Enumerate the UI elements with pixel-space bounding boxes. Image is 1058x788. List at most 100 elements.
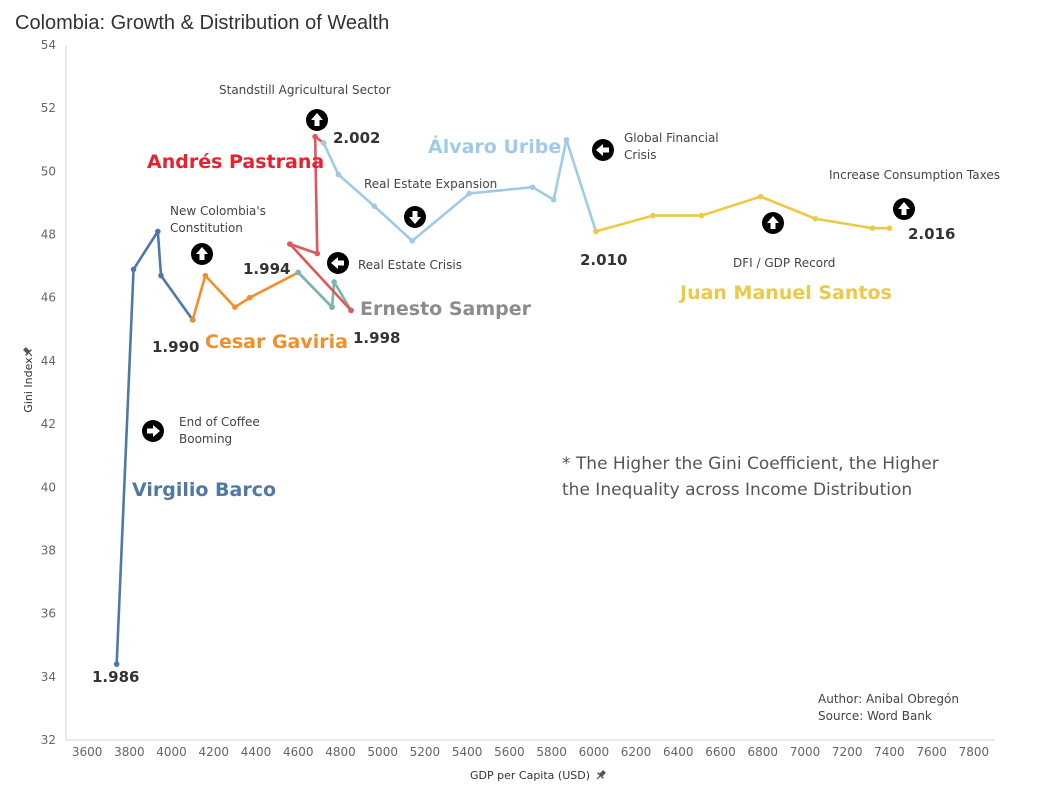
data-point-juan-manuel-santos[interactable]	[757, 193, 764, 200]
data-point-ernesto-samper[interactable]	[331, 279, 337, 285]
x-axis-ticks: 3600 3800 4000 4200 4400 4600 4800 5000 5200 5400…	[72, 745, 989, 759]
arrow-up-icon	[306, 109, 328, 131]
x-tick-label: 7400	[874, 745, 905, 759]
y-tick-label: 52	[41, 101, 56, 115]
x-tick-label: 3600	[72, 745, 103, 759]
year-label-2010: 2.010	[580, 251, 627, 269]
y-tick-label: 44	[41, 354, 56, 368]
president-label-pastrana: Andrés Pastrana	[147, 151, 324, 173]
x-tick-label: 6800	[747, 745, 778, 759]
y-tick-label: 32	[41, 733, 56, 747]
data-point-juan-manuel-santos[interactable]	[698, 212, 705, 219]
arrow-up-icon	[762, 212, 784, 234]
arrow-left-icon	[592, 139, 614, 161]
annotation-real-estate-expansion: Real Estate Expansion	[364, 177, 497, 191]
series-line-cesar-gaviria[interactable]	[191, 271, 333, 321]
y-tick-label: 36	[41, 607, 56, 621]
footnote-line1: * The Higher the Gini Coefficient, the H…	[562, 454, 939, 474]
x-tick-label: 5400	[452, 745, 483, 759]
data-point-juan-manuel-santos[interactable]	[886, 225, 893, 232]
x-tick-label: 7800	[959, 745, 990, 759]
president-label-uribe: Álvaro Uribe	[428, 135, 561, 158]
data-point-virgilio-barco[interactable]	[113, 661, 120, 667]
president-label-santos: Juan Manuel Santos	[678, 282, 892, 304]
x-tick-label: 7200	[832, 745, 863, 759]
x-tick-label: 4000	[156, 745, 187, 759]
x-tick-label: 4200	[199, 745, 230, 759]
data-point-andres-pastrana[interactable]	[314, 250, 321, 257]
annotation-dfi-record: DFI / GDP Record	[733, 256, 835, 270]
annotation-constitution-line1: New Colombia's	[170, 204, 266, 218]
data-point-cesar-gaviria[interactable]	[202, 272, 209, 279]
data-point-juan-manuel-santos[interactable]	[650, 212, 656, 219]
data-point-alvaro-uribe[interactable]	[563, 136, 570, 143]
x-tick-label: 7000	[790, 745, 821, 759]
annotation-coffee-line1: End of Coffee	[179, 415, 260, 429]
y-tick-label: 50	[41, 164, 56, 178]
x-axis-pin-icon[interactable]	[594, 769, 607, 782]
x-tick-label: 4600	[283, 745, 314, 759]
series-line-ernesto-samper[interactable]	[297, 271, 353, 312]
y-tick-label: 54	[41, 38, 56, 52]
data-point-andres-pastrana[interactable]	[312, 133, 318, 140]
y-axis-pin-icon[interactable]	[22, 346, 35, 359]
year-label-1998: 1.998	[353, 329, 400, 347]
y-tick-label: 48	[41, 228, 56, 242]
arrow-up-icon	[191, 243, 213, 265]
data-point-ernesto-samper[interactable]	[295, 269, 302, 276]
data-point-virgilio-barco[interactable]	[158, 272, 164, 279]
chart-title: Colombia: Growth & Distribution of Wealt…	[15, 12, 390, 34]
arrow-left-icon	[327, 252, 349, 274]
year-label-2016: 2.016	[908, 225, 955, 243]
x-tick-label: 4400	[241, 745, 272, 759]
x-tick-label: 5000	[367, 745, 398, 759]
year-label-1990: 1.990	[152, 338, 199, 356]
president-label-barco: Virgilio Barco	[132, 479, 276, 501]
series-line-virgilio-barco[interactable]	[115, 230, 194, 665]
data-point-alvaro-uribe[interactable]	[371, 203, 378, 209]
x-tick-label: 6600	[705, 745, 736, 759]
series-line-juan-manuel-santos[interactable]	[595, 195, 890, 233]
data-point-alvaro-uribe[interactable]	[320, 140, 327, 146]
president-label-gaviria: Cesar Gaviria	[205, 331, 348, 353]
year-label-1986: 1.986	[92, 668, 139, 686]
annotation-standstill: Standstill Agricultural Sector	[219, 83, 391, 97]
year-label-2002: 2.002	[333, 129, 380, 147]
data-point-alvaro-uribe[interactable]	[466, 190, 473, 197]
x-tick-label: 6400	[663, 745, 694, 759]
data-point-cesar-gaviria[interactable]	[232, 304, 238, 311]
data-point-virgilio-barco[interactable]	[130, 266, 137, 273]
data-point-alvaro-uribe[interactable]	[409, 238, 416, 244]
footnote-line2: the Inequality across Income Distributio…	[562, 480, 912, 500]
y-tick-label: 42	[41, 417, 56, 431]
x-tick-label: 5200	[410, 745, 441, 759]
data-point-juan-manuel-santos[interactable]	[593, 228, 599, 235]
data-point-virgilio-barco[interactable]	[155, 228, 161, 235]
data-point-cesar-gaviria[interactable]	[189, 317, 196, 323]
data-point-alvaro-uribe[interactable]	[335, 171, 342, 178]
y-tick-label: 46	[41, 291, 56, 305]
data-point-alvaro-uribe[interactable]	[529, 184, 536, 190]
data-point-juan-manuel-santos[interactable]	[812, 215, 819, 222]
data-point-andres-pastrana[interactable]	[287, 241, 293, 247]
year-label-1994: 1.994	[243, 260, 290, 278]
data-point-andres-pastrana[interactable]	[348, 307, 354, 314]
x-axis-title: GDP per Capita (USD)	[470, 769, 590, 782]
x-tick-label: 6000	[579, 745, 610, 759]
arrow-down-icon	[404, 206, 426, 228]
y-tick-label: 40	[41, 480, 56, 494]
annotation-global-crisis-line1: Global Financial	[624, 131, 719, 145]
x-tick-label: 6200	[621, 745, 652, 759]
y-tick-label: 34	[41, 670, 56, 684]
data-point-alvaro-uribe[interactable]	[550, 196, 557, 203]
annotation-real-estate-crisis: Real Estate Crisis	[358, 258, 462, 272]
data-point-cesar-gaviria[interactable]	[246, 294, 253, 301]
x-tick-label: 5600	[494, 745, 525, 759]
data-point-ernesto-samper[interactable]	[329, 304, 335, 311]
annotation-global-crisis-line2: Crisis	[624, 148, 656, 162]
x-tick-label: 3800	[114, 745, 145, 759]
x-tick-label: 5800	[536, 745, 567, 759]
data-point-juan-manuel-santos[interactable]	[869, 225, 876, 232]
y-axis-ticks: 32 34 36 38 40 42 44 46 48 50 52 54	[41, 38, 56, 747]
president-label-samper: Ernesto Samper	[360, 298, 532, 320]
